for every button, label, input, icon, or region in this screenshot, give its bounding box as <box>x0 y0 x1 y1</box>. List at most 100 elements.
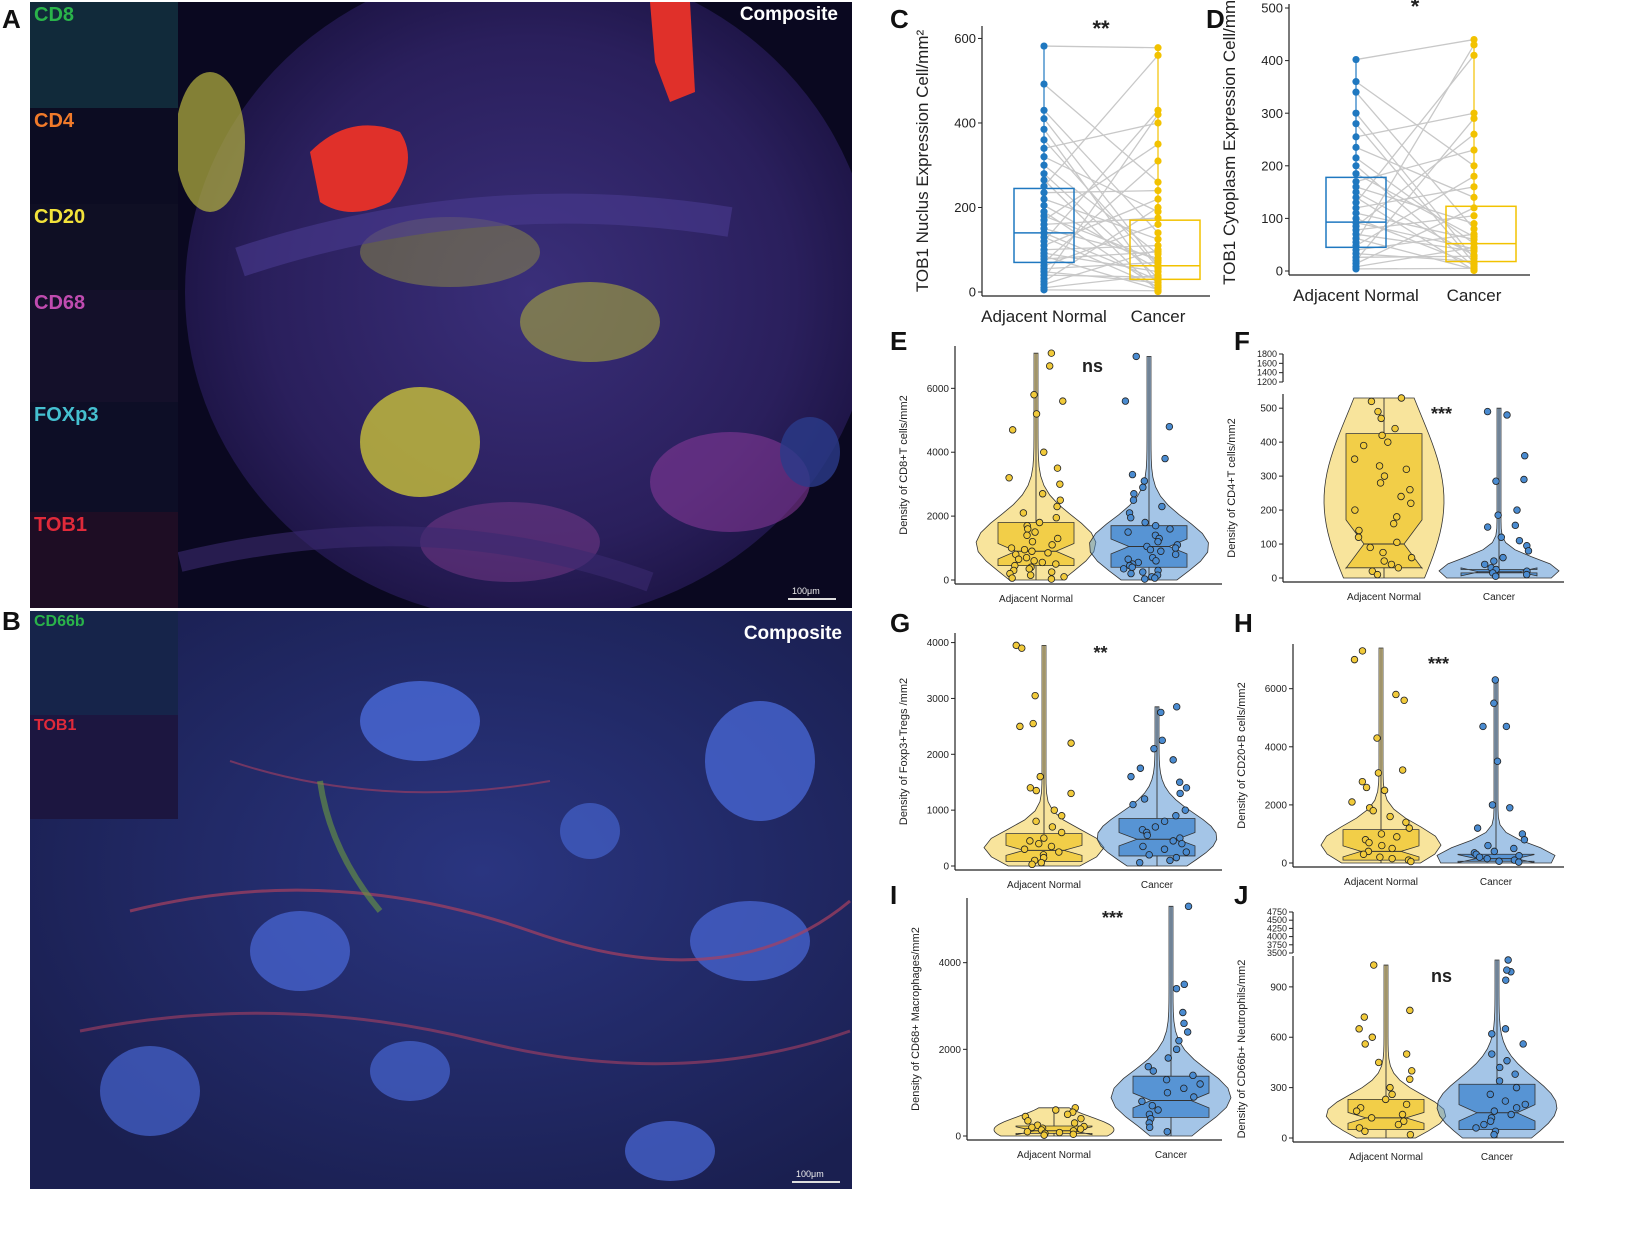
point-i-0-5 <box>1077 1114 1085 1123</box>
pair-line-c-28 <box>1043 160 1159 263</box>
y-tick-label-f-2: 200 <box>1260 506 1277 517</box>
channel-panel-cd68: CD68 <box>30 290 178 402</box>
point-h-1-1 <box>1490 699 1498 707</box>
point-g-1-6 <box>1127 772 1135 781</box>
channel-label-cd20: CD20 <box>34 206 86 228</box>
point-f-0-24 <box>1407 553 1416 562</box>
y-tick-label-e-2: 4000 <box>927 448 950 459</box>
point-f-0-28 <box>1368 567 1377 575</box>
y-axis-label-f: Density of CD4+T cells/mm2 <box>1226 418 1238 557</box>
point-g-0-13 <box>1048 823 1057 831</box>
point-f-0-29 <box>1373 570 1382 579</box>
point-e-0-32 <box>1052 560 1060 568</box>
point-f-1-2 <box>1521 452 1529 460</box>
point-h-1-5 <box>1488 801 1497 809</box>
point-f-0-9 <box>1375 462 1384 470</box>
point-c-0-6 <box>1040 144 1048 152</box>
pair-line-d-22 <box>1355 237 1475 271</box>
point-j-0-7 <box>1375 1058 1383 1067</box>
point-i-1-15 <box>1163 1088 1172 1097</box>
point-c-1-13 <box>1154 220 1162 228</box>
y-tick-label-i-0: 0 <box>955 1132 961 1143</box>
point-h-0-7 <box>1358 777 1367 786</box>
point-h-1-7 <box>1473 824 1482 832</box>
point-h-1-16 <box>1475 853 1484 861</box>
point-e-1-3 <box>1161 454 1169 463</box>
point-h-1-9 <box>1520 836 1529 844</box>
point-h-1-2 <box>1479 722 1487 731</box>
y-break-tick-label-j-3: 4250 <box>1267 923 1287 933</box>
point-g-0-3 <box>1029 719 1037 728</box>
point-f-0-21 <box>1393 538 1401 547</box>
channel-panel-cd20: CD20 <box>30 204 178 290</box>
point-d-0-10 <box>1352 177 1360 186</box>
point-j-1-4 <box>1501 1025 1510 1033</box>
point-h-0-5 <box>1398 766 1407 774</box>
y-tick-label-g-0: 0 <box>943 862 949 873</box>
point-g-1-9 <box>1176 789 1184 798</box>
y-break-tick-label-f-2: 1600 <box>1257 358 1277 368</box>
point-g-1-21 <box>1178 839 1186 848</box>
x-tick-label-e-1: Cancer <box>1133 594 1166 605</box>
point-h-1-4 <box>1493 757 1502 766</box>
point-e-0-4 <box>1032 410 1041 418</box>
pair-line-c-14 <box>1043 204 1159 270</box>
point-f-0-26 <box>1387 560 1396 569</box>
point-j-1-11 <box>1495 1077 1504 1085</box>
pair-line-d-15 <box>1355 186 1475 209</box>
point-d-1-3 <box>1470 109 1478 117</box>
point-e-0-9 <box>1056 480 1064 488</box>
point-i-1-3 <box>1179 1008 1187 1017</box>
point-f-1-4 <box>1492 477 1500 485</box>
point-h-0-24 <box>1376 853 1384 861</box>
point-e-0-26 <box>1044 549 1052 557</box>
point-h-0-12 <box>1369 807 1377 815</box>
x-tick-label-g-0: Adjacent Normal <box>1007 880 1081 891</box>
point-g-1-15 <box>1151 823 1160 831</box>
point-f-0-17 <box>1393 513 1401 521</box>
pair-line-d-4 <box>1355 123 1475 264</box>
point-h-0-6 <box>1374 769 1383 777</box>
point-e-1-6 <box>1139 483 1147 492</box>
pair-line-d-7 <box>1355 157 1475 245</box>
point-e-0-0 <box>1047 349 1056 357</box>
point-f-0-11 <box>1380 472 1389 480</box>
point-h-0-19 <box>1365 838 1373 847</box>
y-tick-label-c-3: 600 <box>954 31 976 46</box>
point-j-0-16 <box>1398 1110 1407 1119</box>
y-break-tick-label-j-0: 3500 <box>1267 948 1287 958</box>
point-f-0-12 <box>1376 479 1385 487</box>
point-h-0-25 <box>1388 854 1396 863</box>
point-h-0-0 <box>1358 647 1367 655</box>
point-d-1-4 <box>1470 114 1478 123</box>
point-j-0-2 <box>1360 1013 1369 1021</box>
point-h-0-20 <box>1378 841 1386 850</box>
point-h-1-20 <box>1515 858 1523 866</box>
point-e-0-42 <box>1047 575 1056 583</box>
point-j-1-22 <box>1472 1124 1480 1132</box>
point-i-1-7 <box>1172 1045 1181 1054</box>
pair-line-d-10 <box>1355 149 1475 183</box>
point-c-1-7 <box>1154 178 1162 186</box>
channel-label-tob1-b: TOB1 <box>34 717 77 734</box>
point-g-1-18 <box>1143 831 1151 839</box>
point-e-1-31 <box>1128 563 1136 571</box>
point-h-1-11 <box>1510 844 1518 853</box>
point-c-1-35 <box>1154 263 1162 272</box>
point-e-0-29 <box>1014 555 1023 563</box>
point-f-1-21 <box>1491 572 1500 581</box>
y-tick-label-g-4: 4000 <box>927 638 950 649</box>
point-j-0-15 <box>1352 1107 1361 1115</box>
point-g-1-22 <box>1139 842 1147 851</box>
point-h-0-27 <box>1407 857 1415 866</box>
point-j-1-0 <box>1504 956 1512 964</box>
x-tick-label-c-1: Cancer <box>1131 307 1186 326</box>
y-break-tick-label-f-3: 1800 <box>1257 349 1277 359</box>
pair-line-d-5 <box>1355 112 1475 138</box>
composite-label-a: Composite <box>739 4 838 25</box>
point-f-0-4 <box>1391 424 1399 433</box>
significance-j: ns <box>1431 966 1452 986</box>
point-e-1-22 <box>1146 545 1155 554</box>
point-d-0-4 <box>1352 120 1360 128</box>
point-f-1-7 <box>1511 521 1520 530</box>
